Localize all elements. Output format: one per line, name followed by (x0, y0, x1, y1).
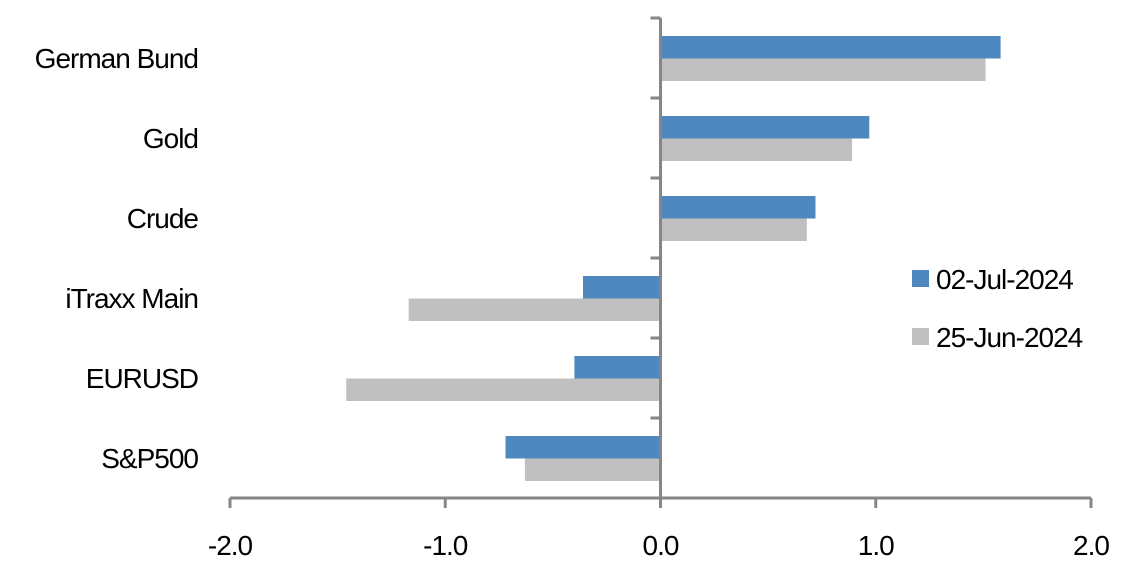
legend-label: 02-Jul-2024 (936, 264, 1073, 295)
x-tick-label: 0.0 (643, 530, 679, 561)
bar-0-0 (660, 36, 1001, 59)
bar-1-3 (408, 298, 661, 321)
category-label: iTraxx Main (65, 283, 198, 314)
bar-1-2 (660, 218, 807, 241)
legend-swatch-0 (912, 270, 929, 287)
bar-1-0 (660, 58, 986, 81)
legend-label: 25-Jun-2024 (936, 322, 1083, 353)
category-label: German Bund (35, 43, 198, 74)
bar-0-5 (505, 436, 661, 459)
category-label: S&P500 (101, 443, 198, 474)
x-tick-label: -1.0 (423, 530, 468, 561)
bar-0-2 (660, 196, 816, 219)
category-label: Gold (143, 123, 198, 154)
bar-1-4 (346, 378, 661, 401)
x-tick-label: -2.0 (208, 530, 253, 561)
bar-0-3 (583, 276, 661, 299)
category-label: EURUSD (86, 363, 198, 394)
bar-1-1 (660, 138, 853, 161)
x-tick-label: 1.0 (858, 530, 894, 561)
legend-swatch-1 (912, 328, 929, 345)
x-tick-label: 2.0 (1073, 530, 1109, 561)
bar-0-1 (660, 116, 870, 139)
category-label: Crude (127, 203, 199, 234)
bar-1-5 (524, 458, 661, 481)
bar-0-4 (574, 356, 661, 379)
